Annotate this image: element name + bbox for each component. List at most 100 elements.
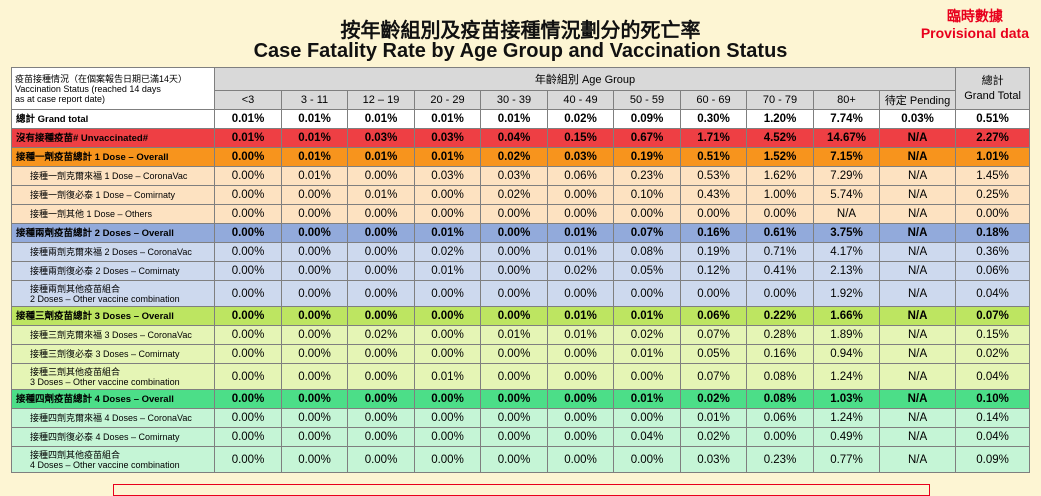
rate-cell: 0.00% (281, 261, 348, 281)
rate-cell: 1.00% (746, 185, 814, 205)
row-label: 接種四劑克爾來福 4 Doses – CoronaVac (11, 408, 215, 428)
rate-cell: 0.00% (347, 408, 415, 428)
row-label-line1: 接種四劑克爾來福 4 Doses – CoronaVac (30, 413, 192, 423)
rate-cell: 0.00% (547, 344, 614, 364)
rate-cell: 0.00% (480, 427, 548, 447)
rate-cell: 0.07% (680, 363, 747, 390)
rate-cell: 0.16% (680, 223, 747, 243)
rate-cell: 0.00% (281, 204, 348, 224)
table-row: 接種兩劑其他疫苗組合 2 Doses – Other vaccine combin… (11, 280, 1031, 307)
rate-cell: 0.00% (281, 223, 348, 243)
rate-cell: 0.00% (414, 389, 481, 409)
row-label: 沒有接種疫苗# Unvaccinated# (11, 128, 215, 148)
grand-total-header-en: Grand Total (964, 89, 1021, 102)
rate-cell: N/A (878, 427, 957, 447)
rate-cell: 0.04% (613, 427, 681, 447)
row-label: 接種三劑復必泰 3 Doses – Comirnaty (11, 344, 215, 364)
rate-cell: 0.01% (347, 185, 415, 205)
rate-cell: N/A (878, 128, 957, 148)
rate-cell: 0.00% (480, 204, 548, 224)
rate-cell: 0.23% (613, 166, 681, 186)
rate-cell: 0.00% (214, 223, 282, 243)
rate-cell: 0.00% (281, 280, 348, 307)
table-row: 接種四劑復必泰 4 Doses – Comirnaty 0.00% 0.00% 0.0… (11, 427, 1031, 447)
row-label-line1: 接種兩劑復必泰 2 Doses – Comirnaty (30, 266, 180, 276)
rate-cell: 0.00% (281, 185, 348, 205)
row-label-line1: 接種一劑復必泰 1 Dose – Comirnaty (30, 190, 176, 200)
rate-cell: 1.45% (955, 166, 1031, 186)
rate-cell: 0.67% (613, 128, 681, 148)
rate-cell: N/A (878, 185, 957, 205)
grand-total-header: 總計 Grand Total (955, 67, 1031, 110)
rate-cell: N/A (878, 166, 957, 186)
rate-cell: 0.00% (281, 363, 348, 390)
rate-cell: 0.02% (680, 389, 747, 409)
rate-cell: 0.06% (680, 306, 747, 326)
row-label: 接種四劑疫苗總計 4 Doses – Overall (11, 389, 215, 409)
rate-cell: 0.02% (480, 185, 548, 205)
rate-cell: 0.51% (680, 147, 747, 167)
rate-cell: 0.00% (281, 344, 348, 364)
rate-cell: 0.04% (955, 363, 1031, 390)
rate-cell: N/A (878, 147, 957, 167)
row-label-line1: 接種一劑克爾來福 1 Dose – CoronaVac (30, 171, 188, 181)
rate-cell: 0.00% (414, 446, 481, 473)
table-row: 接種三劑其他疫苗組合 3 Doses – Other vaccine combin… (11, 363, 1031, 390)
rate-cell: 0.03% (414, 166, 481, 186)
rate-cell: 0.00% (414, 408, 481, 428)
rate-cell: 0.00% (414, 427, 481, 447)
fatality-rate-table: 疫苗接種情況（在個案報告日期已滿14天） Vaccination Status … (11, 67, 1031, 473)
rate-cell: 0.00% (214, 408, 282, 428)
rate-cell: 0.18% (955, 223, 1031, 243)
rate-cell: 0.02% (547, 109, 614, 129)
row-label-line1: 接種兩劑其他疫苗組合 (30, 283, 121, 294)
rate-cell: 0.04% (955, 280, 1031, 307)
rate-cell: 0.94% (813, 344, 880, 364)
rate-cell: 0.01% (414, 147, 481, 167)
rate-cell: 0.02% (613, 325, 681, 345)
row-label-line1: 接種兩劑疫苗總計 2 Doses – Overall (16, 227, 174, 239)
footnote-box (113, 484, 930, 496)
row-label-line1: 總計 Grand total (16, 113, 89, 125)
rate-cell: 0.02% (955, 344, 1031, 364)
row-label: 接種兩劑其他疫苗組合 2 Doses – Other vaccine combin… (11, 280, 215, 307)
age-header-cell: 30 - 39 (480, 90, 548, 110)
rate-cell: 0.00% (214, 261, 282, 281)
rate-cell: 0.15% (547, 128, 614, 148)
rate-cell: 0.00% (347, 344, 415, 364)
rate-cell: 0.28% (746, 325, 814, 345)
rate-cell: 0.19% (680, 242, 747, 262)
rate-cell: 0.77% (813, 446, 880, 473)
rate-cell: 5.74% (813, 185, 880, 205)
rate-cell: 0.41% (746, 261, 814, 281)
row-label-line1: 沒有接種疫苗# Unvaccinated# (16, 132, 148, 144)
row-label-line2: 2 Doses – Other vaccine combination (30, 293, 180, 304)
row-label: 接種兩劑復必泰 2 Doses – Comirnaty (11, 261, 215, 281)
rate-cell: 14.67% (813, 128, 880, 148)
rate-cell: 0.00% (955, 204, 1031, 224)
age-header-cell: 40 - 49 (547, 90, 614, 110)
rate-cell: 0.51% (955, 109, 1031, 129)
rate-cell: 0.00% (680, 204, 747, 224)
rate-cell: 0.00% (480, 363, 548, 390)
rate-cell: 0.16% (746, 344, 814, 364)
rate-cell: 0.00% (214, 325, 282, 345)
rate-cell: N/A (878, 242, 957, 262)
provisional-label-zh: 臨時數據 (946, 8, 1003, 24)
rate-cell: 0.36% (955, 242, 1031, 262)
vaccination-status-header-en1: Vaccination Status (reached 14 days (15, 83, 161, 94)
rate-cell: 0.00% (214, 389, 282, 409)
rate-cell: 0.19% (613, 147, 681, 167)
rate-cell: 0.00% (281, 446, 348, 473)
table-row: 接種一劑其他 1 Dose – Others 0.00% 0.00% 0.00% 0.0… (11, 204, 1031, 224)
rate-cell: 0.00% (547, 280, 614, 307)
rate-cell: 0.01% (281, 109, 348, 129)
row-label: 接種三劑疫苗總計 3 Doses – Overall (11, 306, 215, 326)
table-row: 接種一劑克爾來福 1 Dose – CoronaVac 0.00% 0.01% 0.0… (11, 166, 1031, 186)
rate-cell: 0.01% (281, 128, 348, 148)
rate-cell: 0.01% (347, 109, 415, 129)
rate-cell: 0.08% (746, 389, 814, 409)
row-label: 接種三劑克爾來福 3 Doses – CoronaVac (11, 325, 215, 345)
age-header-cell: 20 - 29 (414, 90, 481, 110)
rate-cell: 0.01% (547, 242, 614, 262)
